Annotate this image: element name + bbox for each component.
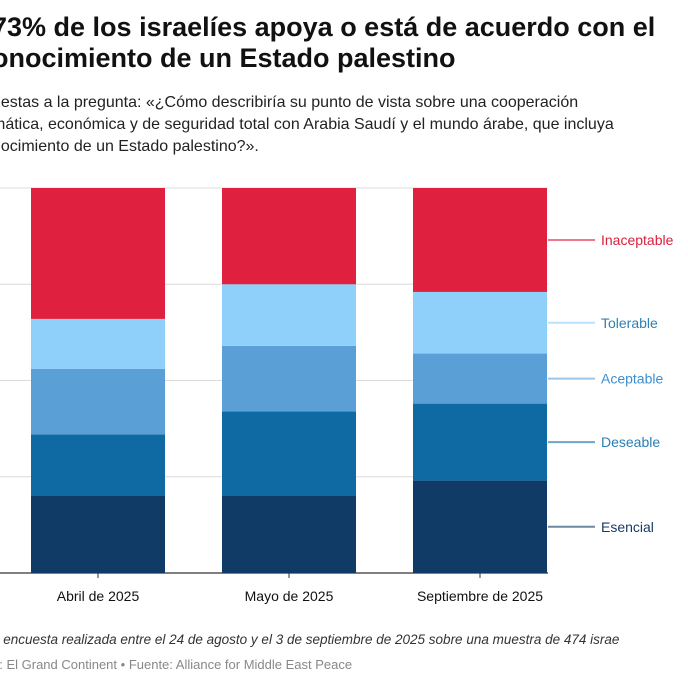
bar-aceptable-3: [413, 353, 547, 404]
bar-tolerable-2: [222, 284, 356, 346]
bar-esencial-3: [413, 480, 547, 573]
bar-deseable-1: [31, 434, 165, 496]
legend-label-tolerable: Tolerable: [601, 315, 658, 331]
chart-subtitle: uestas a la pregunta: «¿Cómo describiría…: [0, 94, 614, 155]
credit-text: o: El Grand Continent: [0, 657, 118, 672]
bar-aceptable-1: [31, 368, 165, 435]
bar-deseable-3: [413, 403, 547, 481]
legend-label-deseable: Deseable: [601, 434, 660, 450]
x-axis: Abril de 2025 Mayo de 2025 Septiembre de 2…: [57, 573, 543, 604]
bar-esencial-1: [31, 496, 165, 573]
bar-tolerable-1: [31, 318, 165, 369]
source-text: Fuente: Alliance for Middle East Peace: [128, 657, 353, 672]
separator-dot: •: [117, 657, 129, 672]
bar-inaceptable-2: [222, 188, 356, 285]
survey-note: n encuesta realizada entre el 24 de agos…: [0, 632, 620, 647]
x-tick-label-1: Abril de 2025: [57, 588, 140, 604]
bar-deseable-2: [222, 411, 356, 496]
bar-aceptable-2: [222, 345, 356, 412]
bar-tolerable-3: [413, 291, 547, 354]
bar-inaceptable-3: [413, 188, 547, 292]
x-tick-label-3: Septiembre de 2025: [417, 588, 543, 604]
bar-esencial-2: [222, 496, 356, 573]
x-tick-label-2: Mayo de 2025: [245, 588, 334, 604]
legend-label-aceptable: Aceptable: [601, 371, 663, 387]
source-line: o: El Grand Continent • Fuente: Alliance…: [0, 657, 688, 672]
legend-label-esencial: Esencial: [601, 519, 654, 535]
bars: [31, 188, 547, 573]
legend-label-inaceptable: Inaceptable: [601, 232, 674, 248]
chart-title: 73% de los israelíes apoya o está de acu…: [0, 12, 656, 73]
stacked-bar-chart: Esencial Deseable Aceptable Tolerable Inacep…: [0, 187, 674, 604]
bar-inaceptable-1: [31, 188, 165, 319]
legend-labels: Esencial Deseable Aceptable Tolerable Inacep…: [548, 232, 674, 535]
